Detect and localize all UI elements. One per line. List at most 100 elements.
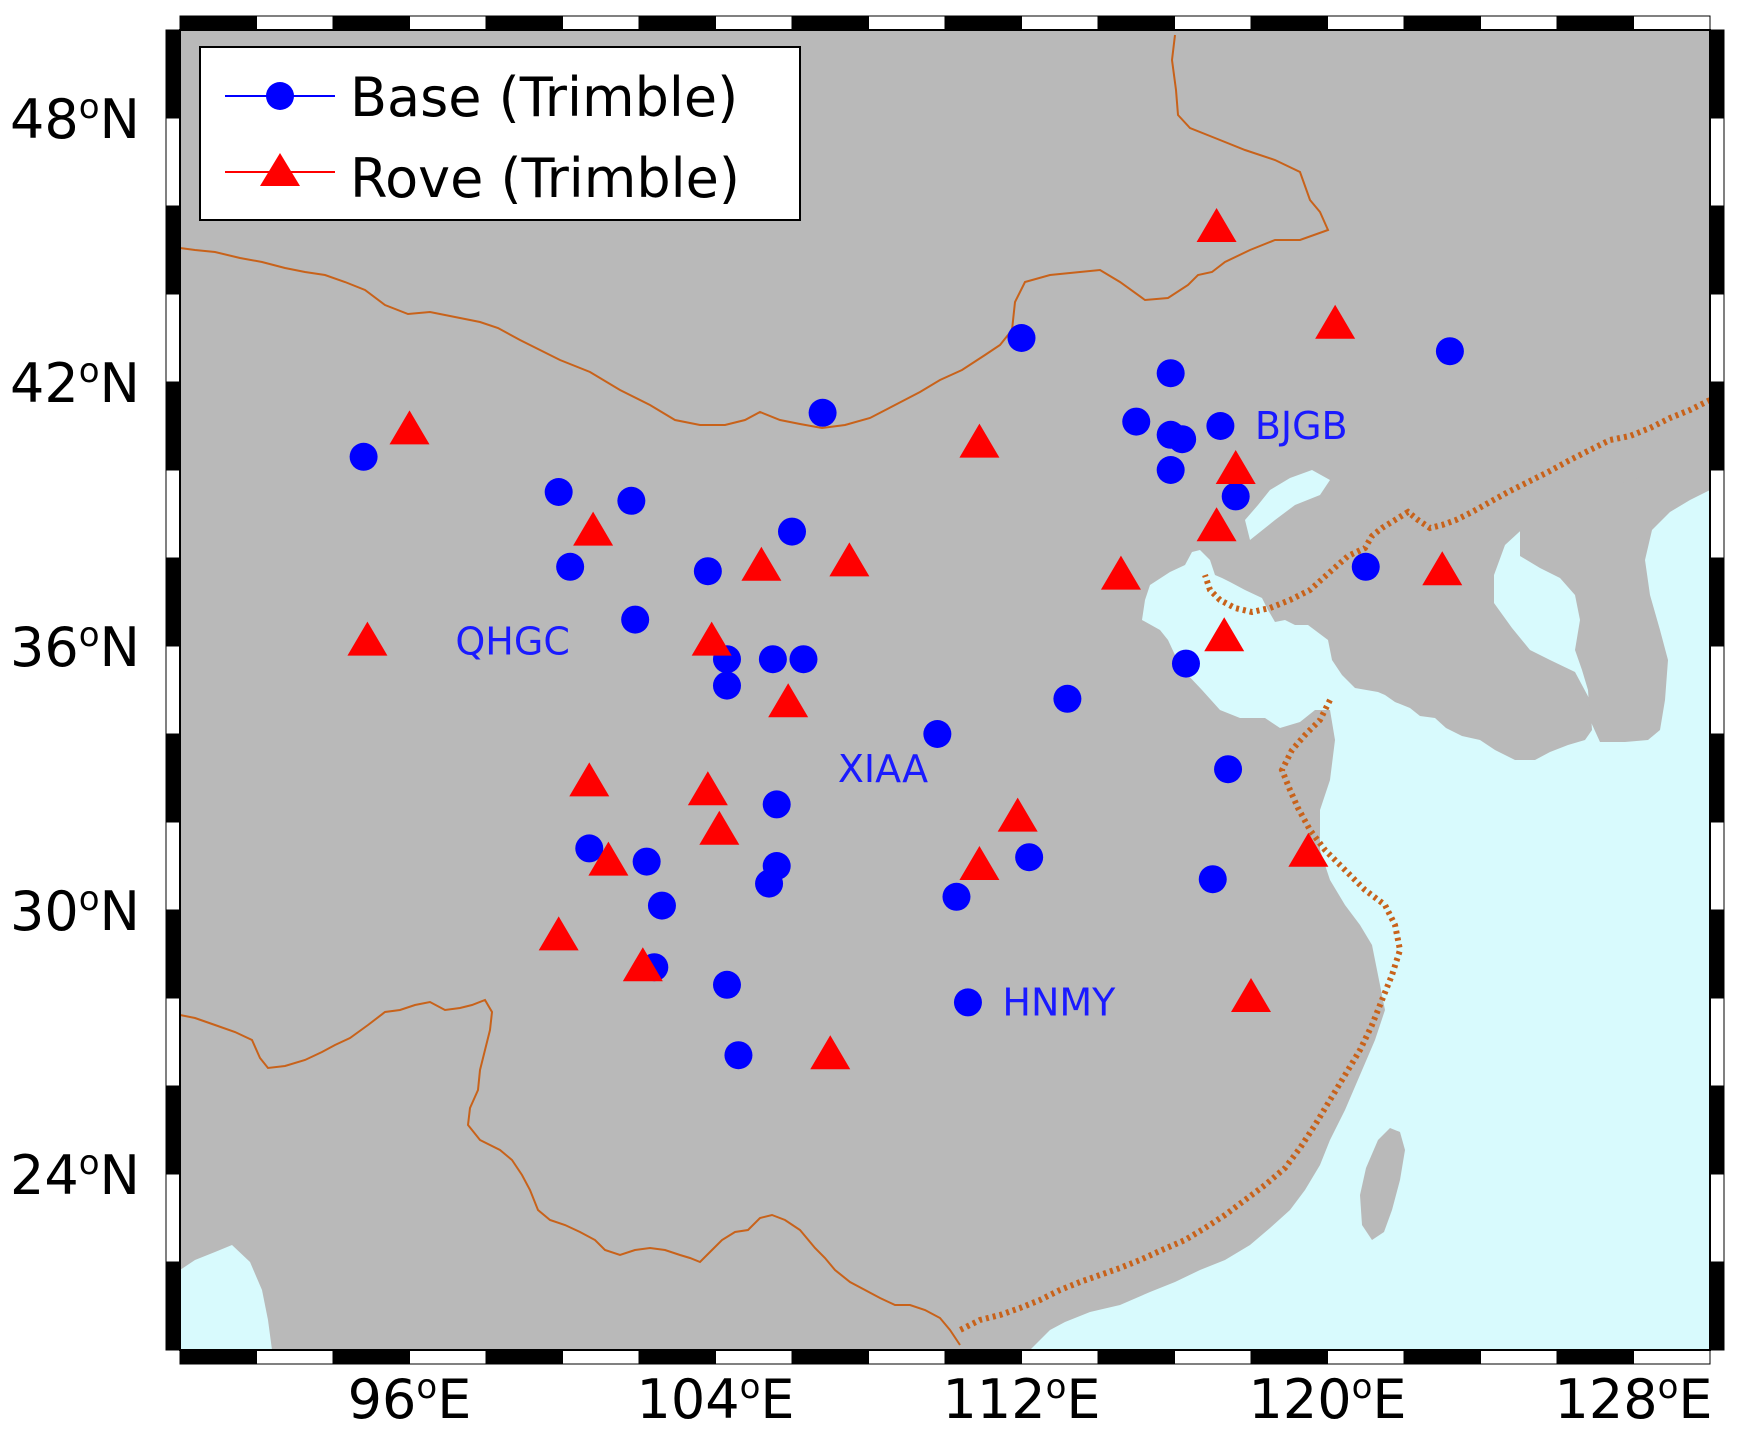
base-station-marker bbox=[632, 847, 661, 876]
frame-segment bbox=[485, 15, 563, 31]
base-station-marker bbox=[556, 552, 585, 581]
frame-segment bbox=[1709, 557, 1725, 647]
base-station-marker bbox=[1435, 337, 1464, 366]
frame-segment bbox=[1250, 1349, 1328, 1365]
frame-segment bbox=[1709, 29, 1725, 119]
frame-segment bbox=[638, 15, 716, 31]
x-tick-label: 104oE bbox=[636, 1367, 794, 1431]
rove-station-marker bbox=[389, 410, 430, 445]
korea-land bbox=[1520, 452, 1710, 742]
frame-segment bbox=[165, 1085, 181, 1175]
frame-segment bbox=[868, 15, 946, 31]
frame-segment bbox=[1709, 1173, 1725, 1263]
frame-segment bbox=[1709, 117, 1725, 207]
base-station-marker bbox=[349, 442, 378, 471]
frame-segment bbox=[562, 15, 640, 31]
base-station-marker bbox=[1198, 865, 1227, 894]
frame-segment bbox=[165, 117, 181, 207]
rove-station-marker bbox=[1196, 507, 1237, 542]
frame-segment bbox=[165, 29, 181, 119]
base-station-marker bbox=[1015, 843, 1044, 872]
frame-segment bbox=[179, 15, 257, 31]
base-station-marker bbox=[575, 834, 604, 863]
rove-station-marker bbox=[569, 762, 610, 797]
y-tick-label: 30oN bbox=[10, 879, 140, 943]
frame-segment bbox=[165, 1261, 181, 1351]
frame-segment bbox=[165, 645, 181, 735]
frame-segment bbox=[1097, 1349, 1175, 1365]
rove-station-marker bbox=[1422, 551, 1463, 586]
legend-label-rove: Rove (Trimble) bbox=[350, 147, 740, 210]
legend-box bbox=[199, 46, 801, 221]
frame-segment bbox=[1480, 1349, 1558, 1365]
base-station-marker bbox=[808, 398, 837, 427]
frame-segment bbox=[165, 469, 181, 559]
base-station-marker bbox=[1156, 359, 1185, 388]
base-station-marker bbox=[923, 720, 952, 748]
frame-segment bbox=[715, 1349, 793, 1365]
frame-segment bbox=[1709, 645, 1725, 735]
country-border bbox=[180, 34, 1330, 430]
frame-segment bbox=[1709, 997, 1725, 1087]
frame-segment bbox=[1709, 381, 1725, 471]
y-tick-label: 48oN bbox=[10, 87, 140, 151]
rove-station-marker bbox=[538, 916, 579, 951]
rove-station-marker bbox=[588, 841, 629, 876]
legend: Base (Trimble) Rove (Trimble) bbox=[199, 46, 801, 221]
frame-segment bbox=[165, 381, 181, 471]
legend-entry-base: Base (Trimble) bbox=[225, 66, 738, 129]
frame-segment bbox=[1633, 15, 1711, 31]
sea-southwest bbox=[180, 1245, 272, 1350]
frame-segment bbox=[638, 1349, 716, 1365]
x-tick-label: 128oE bbox=[1554, 1367, 1712, 1431]
base-station-marker bbox=[1122, 407, 1151, 436]
frame-segment bbox=[165, 821, 181, 911]
frame-segment bbox=[1709, 1261, 1725, 1351]
sea-area bbox=[1030, 464, 1710, 1350]
frame-segment bbox=[1709, 205, 1725, 295]
frame-segment bbox=[179, 1349, 257, 1365]
frame-segment bbox=[165, 733, 181, 823]
rove-station-marker bbox=[622, 947, 663, 982]
rove-station-marker bbox=[573, 511, 614, 546]
plot-border bbox=[179, 29, 1711, 1351]
frame-segment bbox=[944, 1349, 1022, 1365]
rove-station-marker bbox=[347, 621, 388, 656]
base-station-marker bbox=[942, 882, 971, 911]
x-tick-label: 120oE bbox=[1248, 1367, 1406, 1431]
base-station-marker bbox=[1171, 649, 1200, 678]
station-label-qhgc: QHGC bbox=[455, 620, 569, 664]
rove-station-marker bbox=[997, 797, 1038, 832]
frame-segment bbox=[791, 15, 869, 31]
station-label-xiaa: XIAA bbox=[838, 747, 928, 791]
frame-segment bbox=[332, 1349, 410, 1365]
frame-segment bbox=[1250, 15, 1328, 31]
rove-station-marker bbox=[1315, 304, 1356, 339]
base-station-marker bbox=[1206, 412, 1235, 440]
frame-segment bbox=[1327, 1349, 1405, 1365]
frame-segment bbox=[165, 1173, 181, 1263]
base-station-marker bbox=[953, 988, 982, 1017]
base-station-marker bbox=[762, 790, 791, 819]
frame-segment bbox=[1556, 15, 1634, 31]
frame-segment bbox=[165, 909, 181, 999]
frame-segment bbox=[1633, 1349, 1711, 1365]
y-tick-label: 36oN bbox=[10, 615, 140, 679]
frame-segment bbox=[944, 15, 1022, 31]
rove-station-marker bbox=[1100, 555, 1141, 590]
base-station-marker bbox=[544, 478, 573, 506]
legend-marker-rove bbox=[260, 153, 300, 186]
base-station-marker bbox=[617, 486, 646, 515]
frame-segment bbox=[1709, 1085, 1725, 1175]
base-station-marker bbox=[758, 645, 787, 674]
y-tick-label: 42oN bbox=[10, 351, 140, 415]
rove-station-marker bbox=[1288, 832, 1329, 867]
legend-marker-base bbox=[266, 82, 294, 110]
y-tick-label: 24oN bbox=[10, 1143, 140, 1207]
base-station-marker bbox=[789, 645, 818, 674]
station-label-hnmy: HNMY bbox=[1002, 980, 1116, 1024]
base-station-marker bbox=[693, 557, 722, 586]
base-station-marker bbox=[1214, 755, 1243, 784]
base-station-marker bbox=[1156, 456, 1185, 484]
